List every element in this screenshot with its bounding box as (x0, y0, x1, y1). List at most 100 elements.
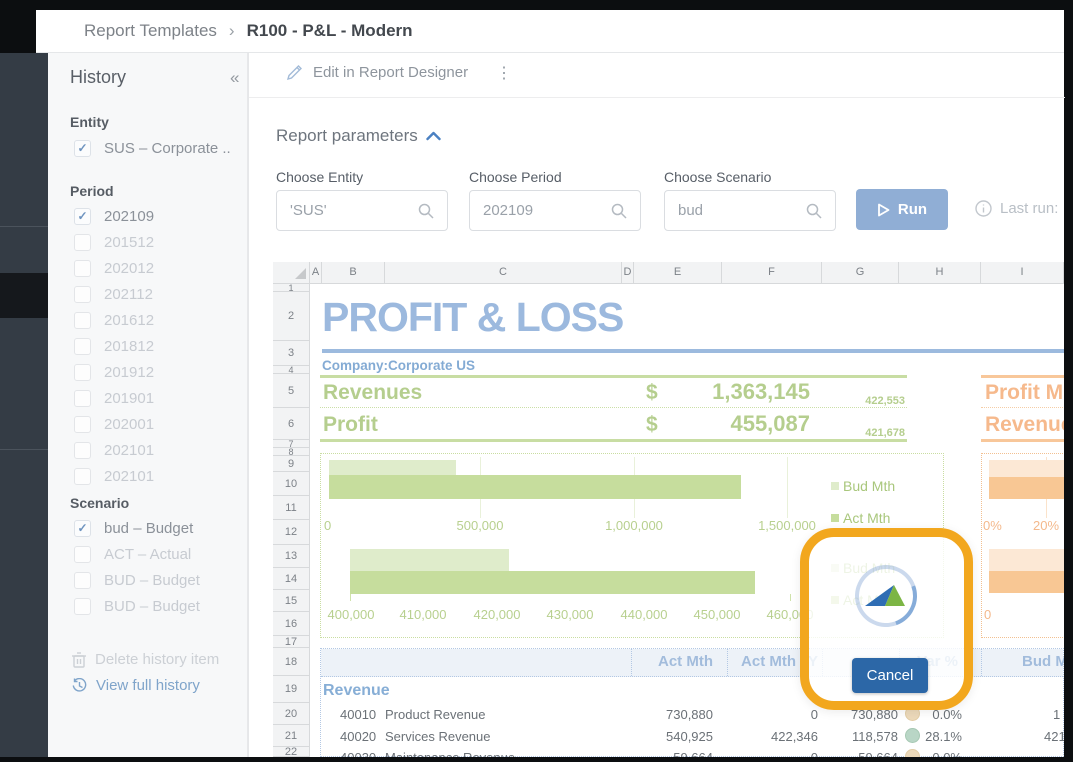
checkbox-icon[interactable] (74, 467, 91, 485)
delete-history-item-button[interactable]: Delete history item (72, 651, 219, 668)
history-item-label: BUD – Budget (104, 597, 200, 615)
history-item-scenario[interactable]: BUD – Budget (74, 593, 244, 619)
axis-tick: 1,000,000 (605, 518, 663, 533)
checkbox-icon[interactable] (74, 337, 91, 355)
history-item-period[interactable]: 201512 (74, 229, 244, 255)
section-label-scenario: Scenario (70, 495, 130, 511)
history-item-label: 202001 (104, 415, 155, 433)
axis-tick: 0% (983, 518, 1002, 533)
history-item-period[interactable]: 201612 (74, 307, 244, 333)
checkbox-checked-icon[interactable]: ✓ (74, 139, 91, 157)
info-icon (975, 200, 992, 217)
row-header: 15 (273, 590, 310, 612)
checkbox-icon[interactable] (74, 363, 91, 381)
summary-bottom-border (320, 439, 907, 442)
summary-top-border (320, 375, 907, 378)
pencil-icon (286, 65, 302, 81)
history-item-label: 202109 (104, 207, 155, 225)
bar-margin-bud-mth (989, 460, 1064, 477)
search-icon[interactable] (806, 203, 822, 219)
var-value: 59,664 (822, 750, 898, 757)
history-item-scenario[interactable]: BUD – Budget (74, 567, 244, 593)
checkbox-icon[interactable] (74, 311, 91, 329)
table-header-bud-mth: Bud Mth (1022, 653, 1064, 670)
checkbox-checked-icon[interactable]: ✓ (74, 207, 91, 225)
row-header: 3 (273, 341, 310, 366)
history-item-entity[interactable]: ✓ SUS – Corporate .. (74, 135, 244, 161)
axis-tick: 450,000 (693, 607, 741, 622)
account-name: Services Revenue (385, 729, 491, 744)
checkbox-icon[interactable] (74, 285, 91, 303)
act-mth-ly-value: 0 (810, 707, 818, 722)
bar-revenues-act-mth (329, 475, 741, 499)
summary-profit-currency: $ (646, 413, 658, 436)
checkbox-icon[interactable] (74, 545, 91, 563)
history-item-period[interactable]: 202112 (74, 281, 244, 307)
select-all-triangle-icon (295, 268, 306, 279)
breadcrumb-root-link[interactable]: Report Templates (84, 21, 217, 40)
legend-swatch (831, 482, 839, 490)
row-header: 19 (273, 676, 310, 703)
report-parameters-toggle[interactable]: Report parameters (276, 126, 441, 146)
row-header: 11 (273, 496, 310, 520)
collapse-panel-icon[interactable]: « (230, 68, 240, 87)
kebab-menu-icon[interactable]: ⋮ (496, 65, 512, 82)
summary-profit-value: 455,087 (730, 411, 810, 436)
row-header: 17 (273, 636, 310, 648)
history-item-scenario[interactable]: ✓ bud – Budget (74, 515, 244, 541)
cancel-button[interactable]: Cancel (852, 658, 928, 693)
rail-divider (0, 226, 48, 227)
chevron-up-icon (426, 131, 441, 141)
choose-entity-input[interactable]: 'SUS' (276, 190, 448, 231)
checkbox-icon[interactable] (74, 415, 91, 433)
act-mth-value: 540,925 (666, 729, 713, 744)
checkbox-icon[interactable] (74, 441, 91, 459)
choose-period-input[interactable]: 202109 (469, 190, 641, 231)
checkbox-icon[interactable] (74, 389, 91, 407)
history-item-period[interactable]: 201912 (74, 359, 244, 385)
var-pct-value: 0.0% (913, 750, 962, 757)
history-item-label: ACT – Actual (104, 545, 192, 563)
history-item-period[interactable]: ✓ 202109 (74, 203, 244, 229)
history-item-period[interactable]: 201812 (74, 333, 244, 359)
row-header: 18 (273, 648, 310, 676)
column-header: I (981, 262, 1064, 284)
bar-revenue-act-mth (989, 571, 1064, 593)
checkbox-icon[interactable] (74, 571, 91, 589)
table-header-act-mth: Act Mth (658, 653, 713, 670)
header-separator (631, 649, 632, 676)
checkbox-icon[interactable] (74, 597, 91, 615)
account-code: 40030 (340, 750, 376, 757)
history-item-period[interactable]: 202101 (74, 437, 244, 463)
rail-active-item[interactable] (0, 273, 48, 318)
summary-revenues-secondary: 422,553 (865, 395, 905, 407)
bar-revenue-bud-mth (989, 549, 1064, 571)
history-item-period[interactable]: 201901 (74, 385, 244, 411)
report-title: PROFIT & LOSS (322, 294, 624, 340)
company-label: Company:Corporate US (322, 358, 476, 373)
summary-revenues-currency: $ (646, 381, 658, 404)
row-header: 16 (273, 612, 310, 636)
toolbar-divider (249, 97, 1065, 98)
header-separator (727, 649, 728, 676)
edit-in-report-designer-button[interactable]: Edit in Report Designer (286, 64, 468, 81)
search-icon[interactable] (611, 203, 627, 219)
checkbox-checked-icon[interactable]: ✓ (74, 519, 91, 537)
row-header: 13 (273, 545, 310, 568)
history-item-period[interactable]: 202001 (74, 411, 244, 437)
history-item-label: 202101 (104, 441, 155, 459)
history-item-period[interactable]: 202012 (74, 255, 244, 281)
bud-mth-value: 1 (1053, 707, 1061, 722)
left-nav-rail[interactable] (0, 53, 48, 757)
history-item-scenario[interactable]: ACT – Actual (74, 541, 244, 567)
checkbox-icon[interactable] (74, 233, 91, 251)
checkbox-icon[interactable] (74, 259, 91, 277)
history-item-period[interactable]: 202101 (74, 463, 244, 489)
column-header: F (722, 262, 822, 284)
summary-profit-secondary: 421,678 (865, 427, 905, 439)
choose-scenario-input[interactable]: bud (664, 190, 836, 231)
search-icon[interactable] (418, 203, 434, 219)
run-button[interactable]: Run (856, 189, 948, 230)
breadcrumb: Report Templates › R100 - P&L - Modern (36, 10, 1064, 53)
view-full-history-link[interactable]: View full history (72, 677, 200, 694)
